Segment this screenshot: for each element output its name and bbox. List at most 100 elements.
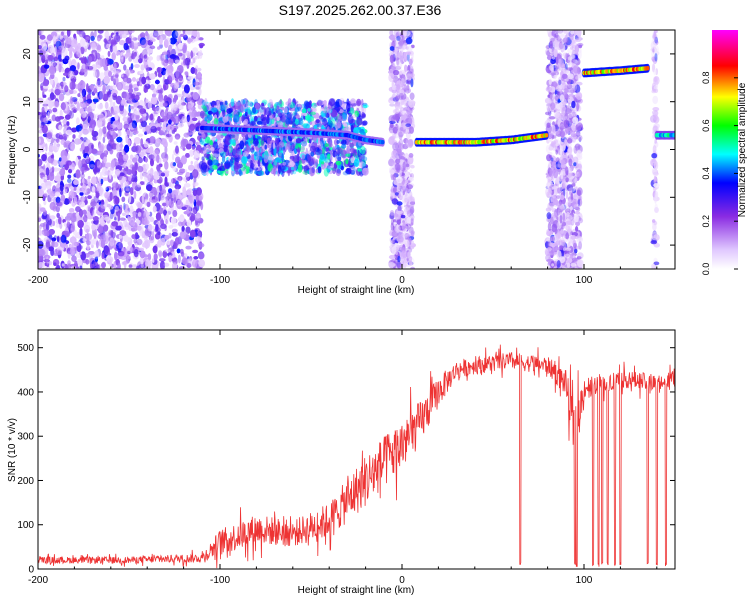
spectrogram-noise-cell	[88, 56, 93, 63]
spectrogram-noise-cell	[41, 249, 44, 256]
spectrogram-noise-cell	[153, 253, 158, 261]
spectrogram-noise-cell	[150, 167, 154, 176]
spectrogram-noise-cell	[164, 225, 167, 232]
spectrogram-noise-cell	[82, 209, 87, 215]
spectrogram-noise-cell	[111, 181, 119, 189]
spectrogram-noise-cell	[64, 85, 69, 93]
spectrogram-noise-cell	[172, 210, 178, 217]
spectrogram-noise-cell	[170, 101, 178, 111]
spectrogram-noise-cell	[114, 168, 121, 176]
spectrogram-noise-cell	[55, 132, 58, 140]
spectrogram-noise-cell	[54, 175, 61, 182]
spectrogram-noise-cell	[54, 191, 61, 197]
spectrogram-noise-cell	[155, 138, 161, 144]
spectrogram-noise-cell	[177, 199, 182, 207]
spectrogram-noise-cell	[113, 105, 120, 114]
spectrogram-noise-cell	[103, 224, 109, 232]
spectrogram-noise-cell	[59, 93, 65, 102]
spectrogram-noise-cell	[152, 245, 158, 254]
spectrogram-noise-cell	[163, 84, 167, 91]
spectrogram-noise-cell	[130, 101, 134, 106]
spectrogram-noise-cell	[43, 64, 50, 69]
spectrogram-noise-cell	[110, 41, 118, 45]
spectrogram-noise-cell	[195, 86, 200, 90]
spectrogram-noise-cell	[92, 209, 96, 218]
spectrogram-noise-cell	[179, 105, 184, 110]
spectrogram-noise-cell	[51, 166, 55, 173]
spectrogram-noise-cell	[73, 109, 77, 113]
spectrogram-noise-cell	[198, 252, 205, 260]
spectrogram-noise-cell	[147, 253, 152, 261]
spectrogram-noise-cell	[44, 262, 48, 266]
spectrogram-noise-cell	[70, 141, 76, 151]
spectrogram-noise-cell	[90, 199, 96, 205]
spectrogram-noise-cell	[162, 158, 167, 163]
spectrogram-noise-cell	[186, 258, 192, 264]
spectrogram-noise-cell	[181, 206, 187, 210]
spectrogram-noise-cell	[192, 169, 199, 178]
spectrogram-noise-cell	[119, 217, 126, 221]
spectrogram-noise-cell	[188, 164, 195, 171]
spectrogram-noise-cell	[132, 211, 136, 219]
spectrogram-noise-cell	[56, 143, 60, 148]
spectrogram-noise-cell	[91, 42, 97, 50]
spectrogram-noise-cell	[86, 240, 91, 246]
spectrogram-noise-cell	[140, 120, 147, 128]
spectrogram-noise-cell	[58, 134, 64, 140]
spectrogram-noise-cell	[134, 161, 138, 171]
spectrogram-noise-cell	[97, 37, 101, 42]
spectrogram-noise-cell	[129, 106, 135, 110]
spectrogram-noise-cell	[189, 149, 194, 157]
spectrogram-noise-cell	[96, 91, 100, 97]
spectrogram-noise-cell	[174, 184, 182, 190]
spectrogram-noise-cell	[46, 185, 51, 190]
spectrogram-noise-cell	[168, 119, 172, 125]
spectrogram-noise-cell	[164, 145, 168, 154]
spectrogram-noise-cell	[135, 145, 139, 152]
spectrogram-noise-cell	[137, 105, 143, 109]
spectrogram-noise-cell	[82, 137, 88, 143]
spectrogram-noise-cell	[62, 135, 67, 140]
spectrogram-noise-cell	[155, 79, 160, 85]
spectrogram-noise-cell	[103, 245, 110, 254]
spectrogram-noise-cell	[122, 85, 130, 91]
spectrogram-noise-cell	[76, 30, 82, 35]
spectrogram-noise-cell	[155, 106, 162, 114]
spectrogram-noise-cell	[65, 142, 72, 148]
spectrogram-noise-cell	[137, 105, 143, 109]
spectrogram-noise-cell	[158, 250, 164, 257]
spectrogram-noise-cell	[128, 176, 132, 182]
spectrogram-noise-cell	[80, 182, 83, 186]
spectrogram-noise-cell	[97, 79, 101, 86]
spectrogram-noise-cell	[129, 66, 133, 71]
spectrogram-noise-cell	[39, 50, 44, 57]
spectrogram-noise-cell	[68, 168, 73, 174]
spectrogram-noise-cell	[178, 74, 183, 82]
spectrogram-noise-cell	[139, 99, 144, 109]
spectrogram-noise-cell	[102, 136, 106, 143]
spectrogram-noise-cell	[38, 248, 46, 257]
spectrogram-noise-cell	[87, 195, 92, 200]
spectrogram-noise-cell	[170, 217, 177, 224]
spectrogram-noise-cell	[122, 116, 128, 122]
spectrogram-noise-cell	[159, 260, 166, 269]
spectrogram-noise-cell	[117, 130, 122, 137]
spectrogram-noise-cell	[197, 116, 201, 121]
spectrogram-noise-cell	[85, 253, 90, 258]
spectrogram-noise-cell	[145, 241, 148, 250]
spectrogram-noise-cell	[43, 178, 47, 183]
spectrogram-noise-cell	[125, 222, 130, 228]
spectrogram-noise-cell	[175, 145, 179, 154]
spectrogram-noise-cell	[67, 178, 72, 183]
spectrogram-noise-cell	[89, 253, 93, 263]
spectrogram-noise-cell	[67, 263, 72, 269]
spectrogram-noise-cell	[148, 154, 155, 161]
spectrogram-noise-cell	[174, 205, 179, 212]
spectrogram-noise-cell	[58, 53, 62, 62]
spectrogram-noise-cell	[50, 157, 54, 165]
spectrogram-noise-cell	[116, 136, 123, 143]
spectrogram-noise-cell	[76, 101, 80, 110]
spectrogram-noise-cell	[160, 237, 166, 246]
spectrogram-noise-cell	[45, 143, 48, 152]
spectrogram-noise-cell	[109, 45, 114, 53]
